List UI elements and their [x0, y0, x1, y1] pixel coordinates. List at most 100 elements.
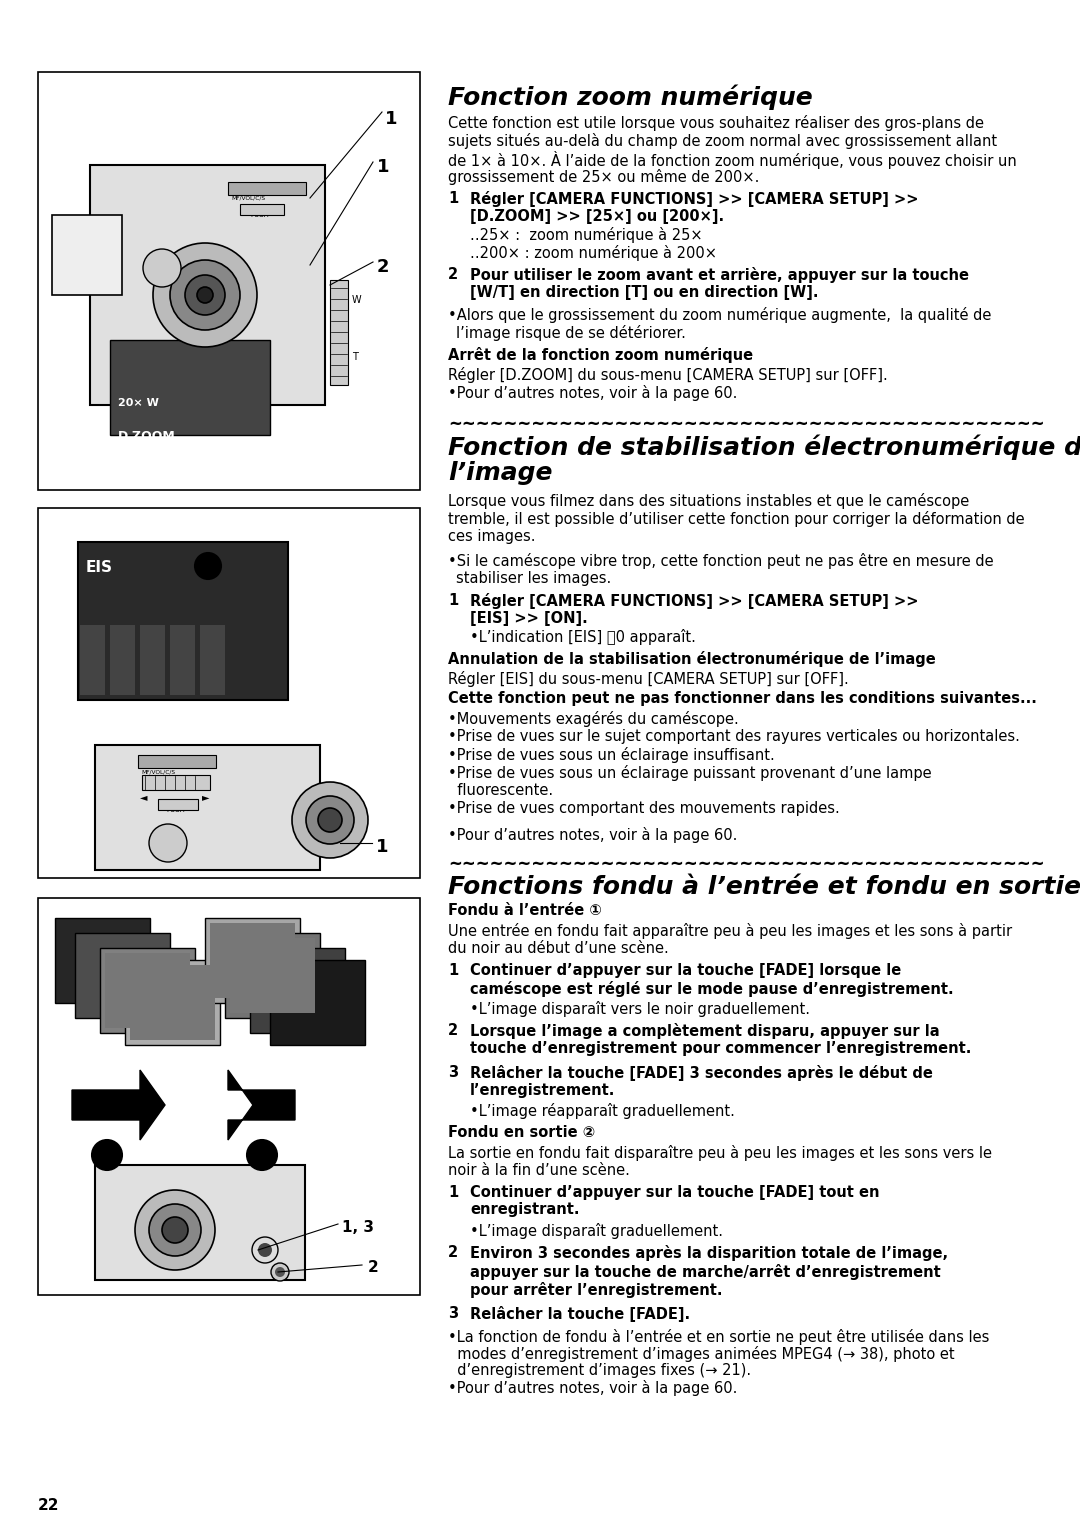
Text: 3: 3 — [448, 1065, 458, 1080]
Text: 22: 22 — [38, 1497, 59, 1513]
Text: EIS: EIS — [86, 559, 113, 575]
Text: 2: 2 — [257, 1151, 266, 1164]
Text: PUSH: PUSH — [166, 807, 185, 813]
Circle shape — [143, 249, 181, 287]
Text: 20× W: 20× W — [118, 397, 159, 408]
Text: Régler [D.ZOOM] du sous-menu [CAMERA SETUP] sur [OFF].: Régler [D.ZOOM] du sous-menu [CAMERA SET… — [448, 367, 888, 384]
Circle shape — [271, 1264, 289, 1280]
Bar — [200, 625, 225, 695]
Text: ~~~~~~~~~~~~~~~~~~~~~~~~~~~~~~~~~~~~~~~~~~~: ~~~~~~~~~~~~~~~~~~~~~~~~~~~~~~~~~~~~~~~~… — [448, 416, 1044, 432]
Text: 2: 2 — [448, 1024, 458, 1038]
Bar — [52, 215, 122, 295]
Text: Fonction zoom numérique: Fonction zoom numérique — [448, 86, 813, 110]
Bar — [38, 72, 420, 490]
Circle shape — [149, 1204, 201, 1256]
Polygon shape — [228, 1070, 295, 1140]
Text: fluorescente.: fluorescente. — [448, 782, 553, 798]
Circle shape — [258, 1242, 272, 1258]
Text: MF/VOL/C/S: MF/VOL/C/S — [231, 196, 265, 202]
Text: •Prise de vues sous un éclairage puissant provenant d’une lampe: •Prise de vues sous un éclairage puissan… — [448, 766, 932, 781]
Bar — [110, 341, 270, 435]
Circle shape — [135, 1190, 215, 1270]
Text: •L’indication [EIS] ␵0 apparaît.: •L’indication [EIS] ␵0 apparaît. — [470, 630, 696, 645]
Text: ►: ► — [202, 792, 210, 802]
Text: WB/SHUTTERING: WB/SHUTTERING — [231, 189, 281, 196]
Text: Régler [CAMERA FUNCTIONS] >> [CAMERA SETUP] >>
[EIS] >> [ON].: Régler [CAMERA FUNCTIONS] >> [CAMERA SET… — [470, 593, 918, 626]
Text: 1: 1 — [448, 963, 458, 978]
Text: de 1× à 10×. À l’aide de la fonction zoom numérique, vous pouvez choisir un: de 1× à 10×. À l’aide de la fonction zoo… — [448, 151, 1016, 170]
Bar — [140, 625, 165, 695]
Text: Relâcher la touche [FADE].: Relâcher la touche [FADE]. — [470, 1306, 690, 1322]
Text: •L’image disparaît graduellement.: •L’image disparaît graduellement. — [470, 1222, 723, 1239]
Bar — [249, 947, 345, 1033]
Bar — [158, 799, 198, 810]
Text: ◄: ◄ — [140, 792, 148, 802]
Text: 1: 1 — [376, 837, 389, 856]
Text: Lorsque l’image a complètement disparu, appuyer sur la
touche d’enregistrement p: Lorsque l’image a complètement disparu, … — [470, 1024, 971, 1056]
Bar — [330, 280, 348, 385]
Text: MF/VOL/C/S: MF/VOL/C/S — [141, 769, 175, 775]
Text: Fondu à l’entrée ①: Fondu à l’entrée ① — [448, 903, 602, 918]
Text: 1, 3: 1, 3 — [342, 1219, 374, 1235]
Bar — [105, 953, 190, 1028]
Text: •L’image disparaît vers le noir graduellement.: •L’image disparaît vers le noir graduell… — [470, 1001, 810, 1018]
Text: Cette fonction est utile lorsque vous souhaitez réaliser des gros-plans de: Cette fonction est utile lorsque vous so… — [448, 115, 984, 131]
Text: du noir au début d’une scène.: du noir au début d’une scène. — [448, 941, 669, 957]
Text: •Pour d’autres notes, voir à la page 60.: •Pour d’autres notes, voir à la page 60. — [448, 385, 738, 400]
Text: •Prise de vues comportant des mouvements rapides.: •Prise de vues comportant des mouvements… — [448, 801, 840, 816]
Text: l’image risque de se détériorer.: l’image risque de se détériorer. — [456, 325, 686, 341]
Text: 2: 2 — [368, 1261, 379, 1274]
Text: 3: 3 — [448, 1306, 458, 1322]
Text: Pour utiliser le zoom avant et arrière, appuyer sur la touche
[W/T] en direction: Pour utiliser le zoom avant et arrière, … — [470, 267, 969, 301]
Bar — [78, 542, 288, 700]
Text: 1: 1 — [448, 1186, 458, 1199]
Text: D.ZOOM: D.ZOOM — [118, 429, 176, 443]
Bar — [38, 898, 420, 1296]
Text: Relâcher la touche [FADE] 3 secondes après le début de
l’enregistrement.: Relâcher la touche [FADE] 3 secondes apr… — [470, 1065, 933, 1099]
Text: l’image: l’image — [448, 461, 553, 484]
Circle shape — [247, 1140, 276, 1170]
Bar — [80, 625, 105, 695]
Text: Continuer d’appuyer sur la touche [FADE] tout en
enregistrant.: Continuer d’appuyer sur la touche [FADE]… — [470, 1186, 879, 1218]
Bar — [210, 923, 295, 998]
Bar — [240, 205, 284, 215]
Circle shape — [92, 1140, 122, 1170]
Text: grossissement de 25× ou même de 200×.: grossissement de 25× ou même de 200×. — [448, 170, 759, 185]
Circle shape — [195, 553, 221, 579]
Text: Fondu en sortie ②: Fondu en sortie ② — [448, 1125, 595, 1140]
Text: Une entrée en fondu fait apparaître peu à peu les images et les sons à partir: Une entrée en fondu fait apparaître peu … — [448, 923, 1012, 940]
Text: 1: 1 — [448, 593, 458, 608]
Text: 2: 2 — [377, 258, 390, 277]
Text: WB/SHUTTERING: WB/SHUTTERING — [141, 762, 191, 769]
Text: d’enregistrement d’images fixes (→ 21).: d’enregistrement d’images fixes (→ 21). — [448, 1363, 751, 1378]
Text: Fonction de stabilisation électronumérique de: Fonction de stabilisation électronumériq… — [448, 435, 1080, 460]
Text: W: W — [352, 295, 362, 306]
Text: •Mouvements exagérés du caméscope.: •Mouvements exagérés du caméscope. — [448, 711, 739, 727]
Circle shape — [306, 796, 354, 843]
Text: Annulation de la stabilisation électronumérique de l’image: Annulation de la stabilisation électronu… — [448, 651, 935, 668]
Text: •Si le caméscope vibre trop, cette fonction peut ne pas être en mesure de: •Si le caméscope vibre trop, cette fonct… — [448, 553, 994, 568]
Text: MENU: MENU — [158, 840, 179, 847]
Text: ~~~~~~~~~~~~~~~~~~~~~~~~~~~~~~~~~~~~~~~~~~~: ~~~~~~~~~~~~~~~~~~~~~~~~~~~~~~~~~~~~~~~~… — [448, 856, 1044, 872]
Text: modes d’enregistrement d’images animées MPEG4 (→ 38), photo et: modes d’enregistrement d’images animées … — [448, 1346, 955, 1361]
Text: noir à la fin d’une scène.: noir à la fin d’une scène. — [448, 1163, 630, 1178]
Circle shape — [153, 243, 257, 347]
Text: •Pour d’autres notes, voir à la page 60.: •Pour d’autres notes, voir à la page 60. — [448, 1380, 738, 1397]
Bar — [230, 938, 315, 1013]
Text: •Pour d’autres notes, voir à la page 60.: •Pour d’autres notes, voir à la page 60. — [448, 827, 738, 843]
Circle shape — [170, 260, 240, 330]
Bar — [100, 947, 195, 1033]
Bar — [90, 165, 325, 405]
Text: ‥200× : zoom numérique à 200×: ‥200× : zoom numérique à 200× — [470, 244, 717, 261]
Bar — [55, 918, 150, 1002]
Text: Fonctions fondu à l’entrée et fondu en sortie: Fonctions fondu à l’entrée et fondu en s… — [448, 876, 1080, 898]
Bar — [75, 934, 170, 1018]
Text: 1: 1 — [377, 157, 390, 176]
Text: •La fonction de fondu à l’entrée et en sortie ne peut être utilisée dans les: •La fonction de fondu à l’entrée et en s… — [448, 1329, 989, 1345]
Bar — [110, 625, 135, 695]
Bar — [130, 966, 215, 1041]
Text: •Alors que le grossissement du zoom numérique augmente,  la qualité de: •Alors que le grossissement du zoom numé… — [448, 307, 991, 322]
Bar — [270, 960, 365, 1045]
Text: 1: 1 — [203, 562, 211, 571]
Bar — [38, 507, 420, 879]
